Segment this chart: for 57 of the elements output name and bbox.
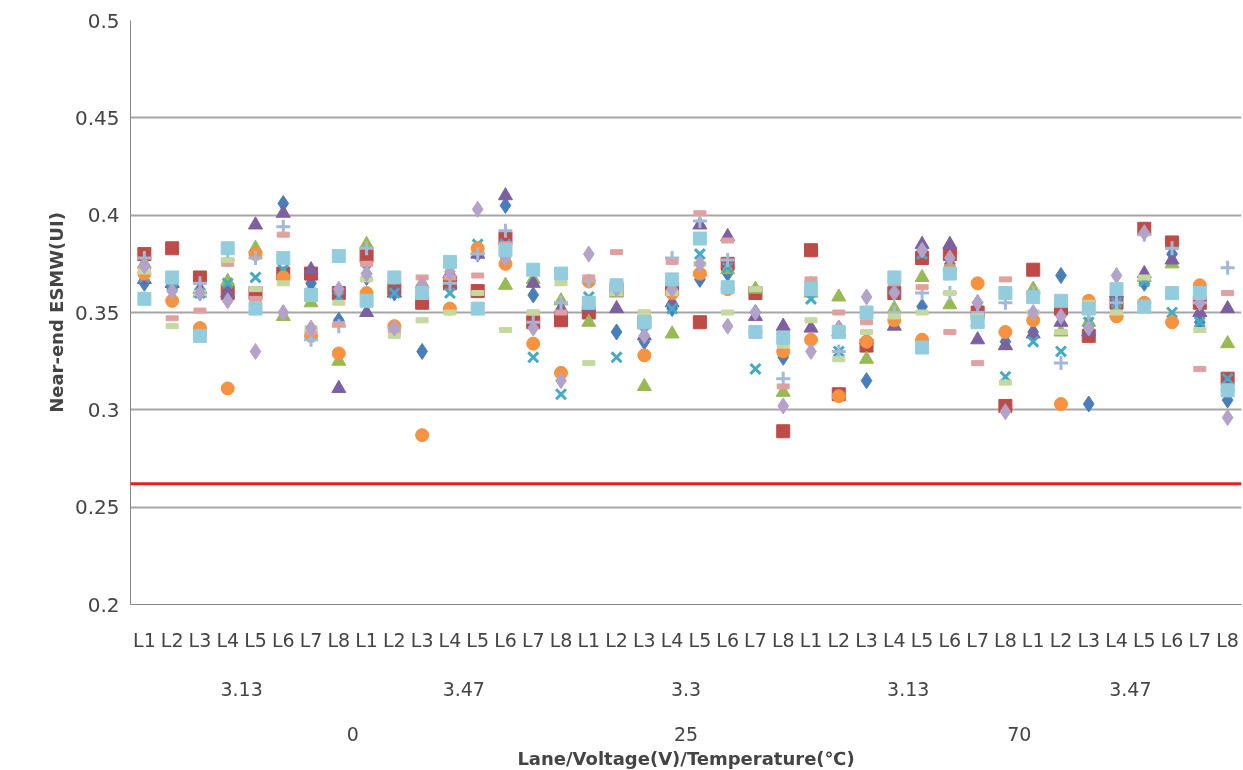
text: 3.13 bbox=[220, 677, 263, 700]
y-tick-label: 0.4 bbox=[87, 203, 120, 228]
text: 0 bbox=[346, 722, 359, 745]
x-tick-label: L2 bbox=[827, 628, 851, 651]
x-tick-label: L8 bbox=[994, 628, 1017, 651]
y-tick-label: 0.5 bbox=[87, 8, 120, 33]
x-tick-label: L6 bbox=[271, 628, 295, 651]
x-tick-label: L7 bbox=[1188, 628, 1212, 651]
text: 3.13 bbox=[887, 677, 930, 700]
y-tick-label: 0.35 bbox=[74, 300, 120, 325]
x-tick-label: L8 bbox=[327, 628, 351, 651]
x-tick-label: L6 bbox=[938, 628, 962, 651]
text: 25 bbox=[673, 722, 699, 745]
text: 70 bbox=[1007, 722, 1032, 745]
text: 3.47 bbox=[442, 677, 485, 700]
x-tick-label: L4 bbox=[216, 628, 240, 651]
x-tick-label: L8 bbox=[1216, 628, 1239, 651]
y-tick-label: 0.25 bbox=[74, 495, 120, 520]
x-tick-label: L5 bbox=[1132, 628, 1156, 651]
x-tick-label: L4 bbox=[660, 628, 684, 651]
x-tick-label: L5 bbox=[244, 628, 267, 651]
x-tick-label: L6 bbox=[1160, 628, 1184, 651]
x-tick-label: L7 bbox=[299, 628, 323, 651]
x-tick-label: L6 bbox=[494, 628, 517, 651]
x-tick-label: L7 bbox=[744, 628, 767, 651]
y-tick-label: 0.45 bbox=[74, 105, 120, 130]
x-tick-label: L8 bbox=[549, 628, 573, 651]
x-tick-label: L1 bbox=[1021, 628, 1045, 651]
x-tick-label: L5 bbox=[910, 628, 934, 651]
x-tick-label: L4 bbox=[438, 628, 462, 651]
x-tick-label: L8 bbox=[771, 628, 795, 651]
x-tick-label: L1 bbox=[355, 628, 378, 651]
x-tick-label: L6 bbox=[716, 628, 740, 651]
x-tick-label: L2 bbox=[160, 628, 184, 651]
y-tick-label: 0.3 bbox=[87, 397, 120, 422]
x-tick-label: L3 bbox=[633, 628, 656, 651]
x-tick-label: L1 bbox=[133, 628, 156, 651]
text: 3.3 bbox=[670, 677, 702, 700]
x-tick-label: L5 bbox=[688, 628, 712, 651]
x-tick-label: L2 bbox=[1049, 628, 1073, 651]
x-tick-label: L4 bbox=[1105, 628, 1128, 651]
x-tick-label: L4 bbox=[882, 628, 906, 651]
x-tick-label: L3 bbox=[855, 628, 878, 651]
x-tick-label: L5 bbox=[466, 628, 490, 651]
text: 3.47 bbox=[1109, 677, 1152, 700]
x-tick-label: L2 bbox=[383, 628, 406, 651]
x-tick-label: L7 bbox=[521, 628, 545, 651]
x-tick-label: L3 bbox=[1077, 628, 1101, 651]
text: Lane/Voltage(V)/Temperature(℃) bbox=[517, 747, 855, 769]
x-tick-label: L3 bbox=[410, 628, 434, 651]
y-axis-title: Near-end ESMW(UI) bbox=[45, 212, 67, 413]
x-tick-label: L2 bbox=[605, 628, 628, 651]
x-tick-label: L1 bbox=[577, 628, 601, 651]
x-tick-label: L7 bbox=[966, 628, 989, 651]
x-tick-label: L3 bbox=[188, 628, 212, 651]
x-tick-label: L1 bbox=[799, 628, 823, 651]
y-tick-label: 0.2 bbox=[87, 592, 120, 617]
